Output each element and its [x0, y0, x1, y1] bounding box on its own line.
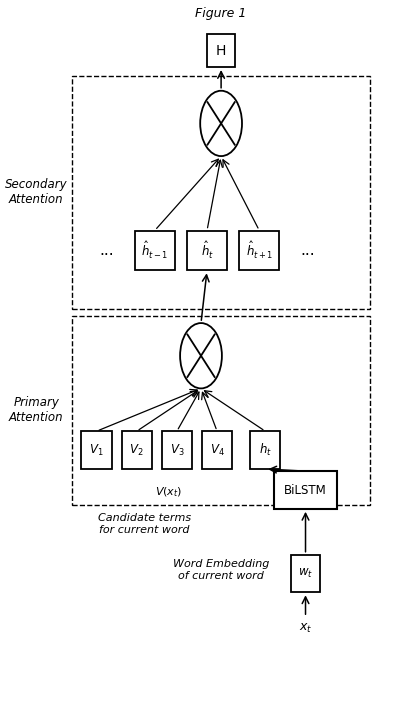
Text: BiLSTM: BiLSTM [284, 484, 326, 497]
Text: Word Embedding
of current word: Word Embedding of current word [172, 559, 269, 581]
Text: $\hat{h}_{t-1}$: $\hat{h}_{t-1}$ [141, 240, 168, 261]
Text: Secondary
Attention: Secondary Attention [5, 179, 67, 206]
Text: $h_t$: $h_t$ [258, 442, 271, 458]
Bar [72, 76, 369, 309]
Text: ...: ... [300, 243, 314, 258]
Bar [134, 231, 174, 270]
Text: $V_4$: $V_4$ [209, 443, 224, 457]
Text: $V_3$: $V_3$ [169, 443, 184, 457]
Bar [81, 431, 111, 469]
Text: Candidate terms
for current word: Candidate terms for current word [98, 513, 191, 535]
Ellipse shape [180, 323, 221, 388]
Text: H: H [215, 44, 226, 58]
Text: $V(x_t)$: $V(x_t)$ [155, 486, 182, 499]
Text: $w_t$: $w_t$ [297, 567, 312, 580]
Text: $x_t$: $x_t$ [298, 621, 312, 635]
Bar [273, 471, 336, 509]
Bar [202, 431, 232, 469]
Bar [72, 316, 369, 505]
Text: Figure 1: Figure 1 [195, 7, 246, 20]
Ellipse shape [200, 91, 241, 156]
Text: $V_2$: $V_2$ [129, 443, 144, 457]
Bar [291, 555, 319, 592]
Bar [207, 34, 235, 67]
Bar [122, 431, 152, 469]
Bar [239, 231, 279, 270]
Text: $\hat{h}_{t}$: $\hat{h}_{t}$ [200, 240, 213, 261]
Bar [249, 431, 279, 469]
Bar [186, 231, 227, 270]
Bar [162, 431, 192, 469]
Text: ...: ... [99, 243, 113, 258]
Text: Primary
Attention: Primary Attention [9, 396, 63, 424]
Text: $\hat{h}_{t+1}$: $\hat{h}_{t+1}$ [245, 240, 272, 261]
Text: $V_1$: $V_1$ [89, 443, 103, 457]
